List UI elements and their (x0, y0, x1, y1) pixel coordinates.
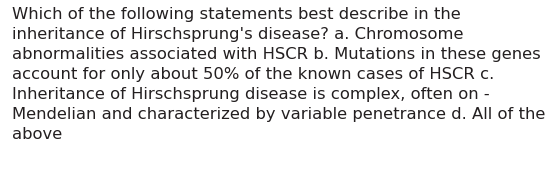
Text: Which of the following statements best describe in the
inheritance of Hirschspru: Which of the following statements best d… (12, 7, 546, 142)
